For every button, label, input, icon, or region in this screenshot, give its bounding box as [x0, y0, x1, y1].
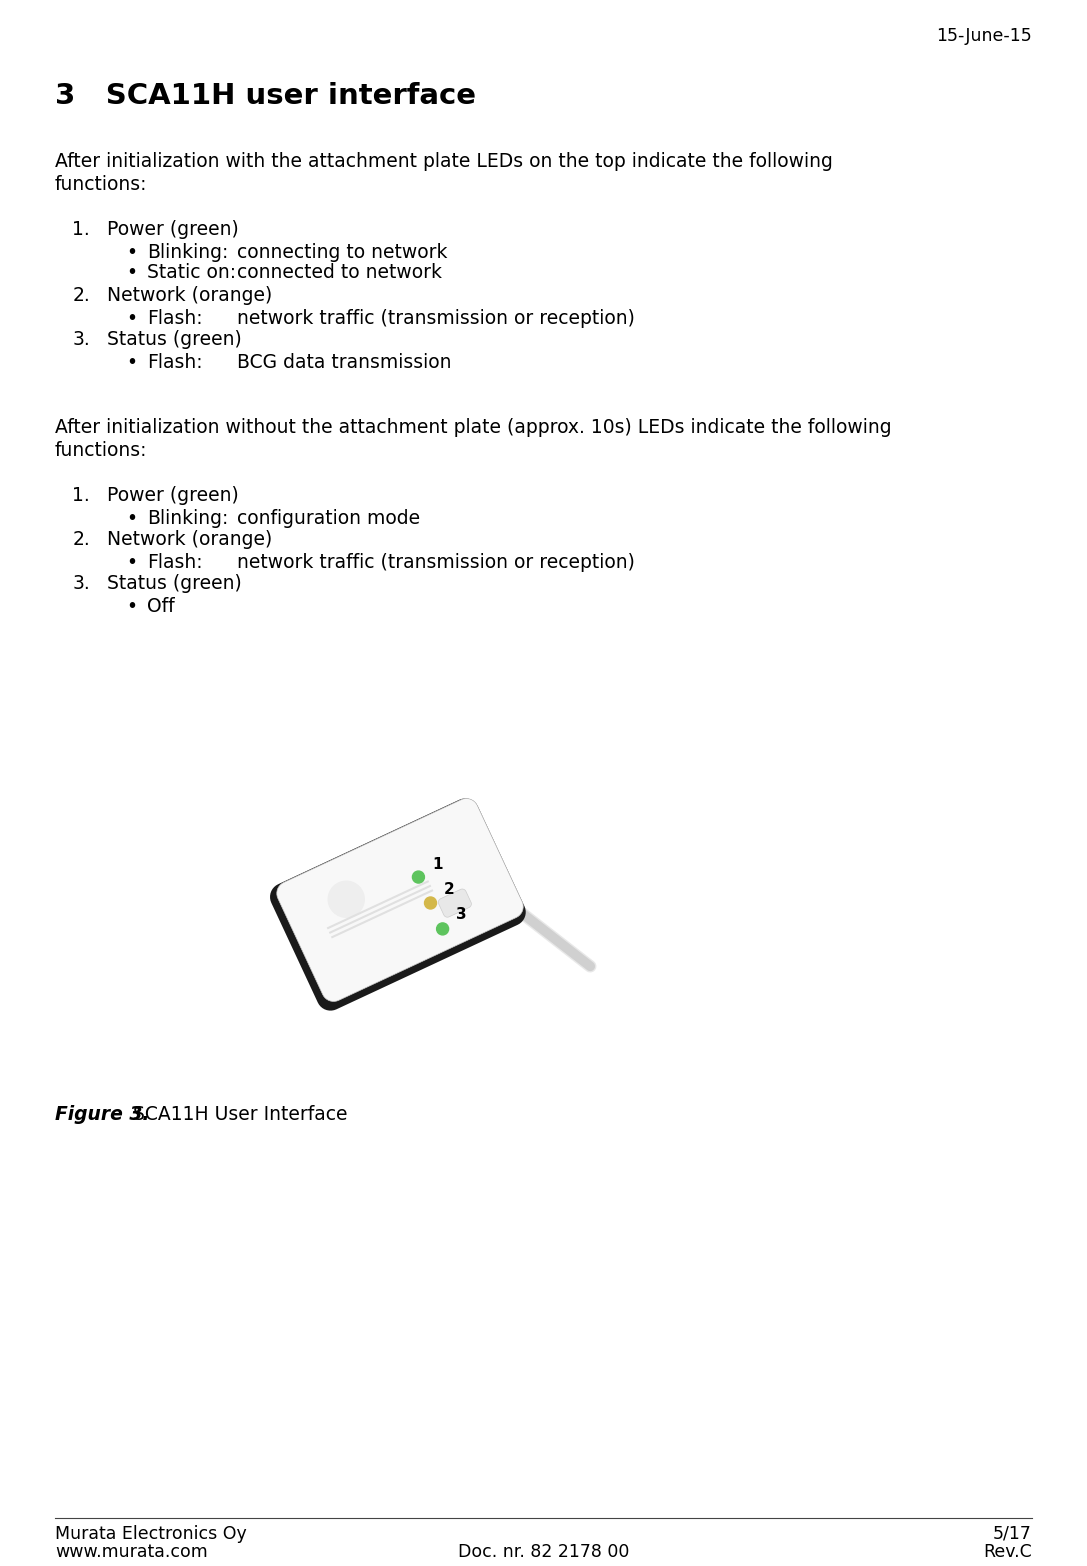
- Circle shape: [425, 897, 437, 908]
- Text: Murata Electronics Oy: Murata Electronics Oy: [55, 1525, 247, 1543]
- Text: Figure 3.: Figure 3.: [55, 1106, 150, 1124]
- Polygon shape: [277, 799, 523, 1001]
- Text: Status (green): Status (green): [107, 575, 241, 594]
- Circle shape: [437, 922, 449, 935]
- Text: 1.: 1.: [72, 485, 90, 504]
- Text: 2: 2: [443, 882, 454, 896]
- Text: •: •: [126, 352, 137, 373]
- Text: •: •: [126, 263, 137, 282]
- Text: •: •: [126, 309, 137, 327]
- Text: Flash:: Flash:: [147, 309, 202, 327]
- Polygon shape: [438, 889, 472, 918]
- Text: 1.: 1.: [72, 219, 90, 240]
- Text: SCA11H User Interface: SCA11H User Interface: [127, 1106, 348, 1124]
- Text: connecting to network: connecting to network: [237, 243, 448, 262]
- Text: BCG data transmission: BCG data transmission: [237, 352, 451, 373]
- Text: configuration mode: configuration mode: [237, 509, 420, 528]
- Text: Doc. nr. 82 2178 00: Doc. nr. 82 2178 00: [458, 1543, 629, 1561]
- Text: 3.: 3.: [72, 330, 90, 349]
- Text: •: •: [126, 509, 137, 528]
- Text: network traffic (transmission or reception): network traffic (transmission or recepti…: [237, 309, 635, 327]
- Text: 1: 1: [433, 857, 442, 872]
- Text: Blinking:: Blinking:: [147, 243, 228, 262]
- Text: Rev.C: Rev.C: [984, 1543, 1032, 1561]
- Text: •: •: [126, 597, 137, 615]
- Text: •: •: [126, 243, 137, 262]
- Text: network traffic (transmission or reception): network traffic (transmission or recepti…: [237, 553, 635, 572]
- Text: Static on:: Static on:: [147, 263, 236, 282]
- Text: functions:: functions:: [55, 442, 148, 460]
- Text: Blinking:: Blinking:: [147, 509, 228, 528]
- Text: connected to network: connected to network: [237, 263, 442, 282]
- Text: 3.: 3.: [72, 575, 90, 594]
- Text: 5/17: 5/17: [994, 1525, 1032, 1543]
- Text: 2.: 2.: [72, 529, 90, 550]
- Text: Status (green): Status (green): [107, 330, 241, 349]
- Text: Off: Off: [147, 597, 175, 615]
- Text: functions:: functions:: [55, 175, 148, 194]
- Text: Network (orange): Network (orange): [107, 287, 272, 305]
- Text: www.murata.com: www.murata.com: [55, 1543, 208, 1561]
- Text: After initialization with the attachment plate LEDs on the top indicate the foll: After initialization with the attachment…: [55, 152, 833, 171]
- Text: 15-June-15: 15-June-15: [936, 27, 1032, 45]
- Text: Power (green): Power (green): [107, 219, 239, 240]
- Text: Flash:: Flash:: [147, 352, 202, 373]
- Text: 3   SCA11H user interface: 3 SCA11H user interface: [55, 81, 476, 110]
- Text: 2.: 2.: [72, 287, 90, 305]
- Circle shape: [328, 882, 364, 918]
- Text: After initialization without the attachment plate (approx. 10s) LEDs indicate th: After initialization without the attachm…: [55, 418, 891, 437]
- Polygon shape: [277, 799, 523, 1001]
- Text: •: •: [126, 553, 137, 572]
- Polygon shape: [270, 799, 526, 1010]
- Text: 3: 3: [455, 907, 466, 921]
- Text: Power (green): Power (green): [107, 485, 239, 504]
- Text: Network (orange): Network (orange): [107, 529, 272, 550]
- Circle shape: [412, 871, 424, 883]
- Text: Flash:: Flash:: [147, 553, 202, 572]
